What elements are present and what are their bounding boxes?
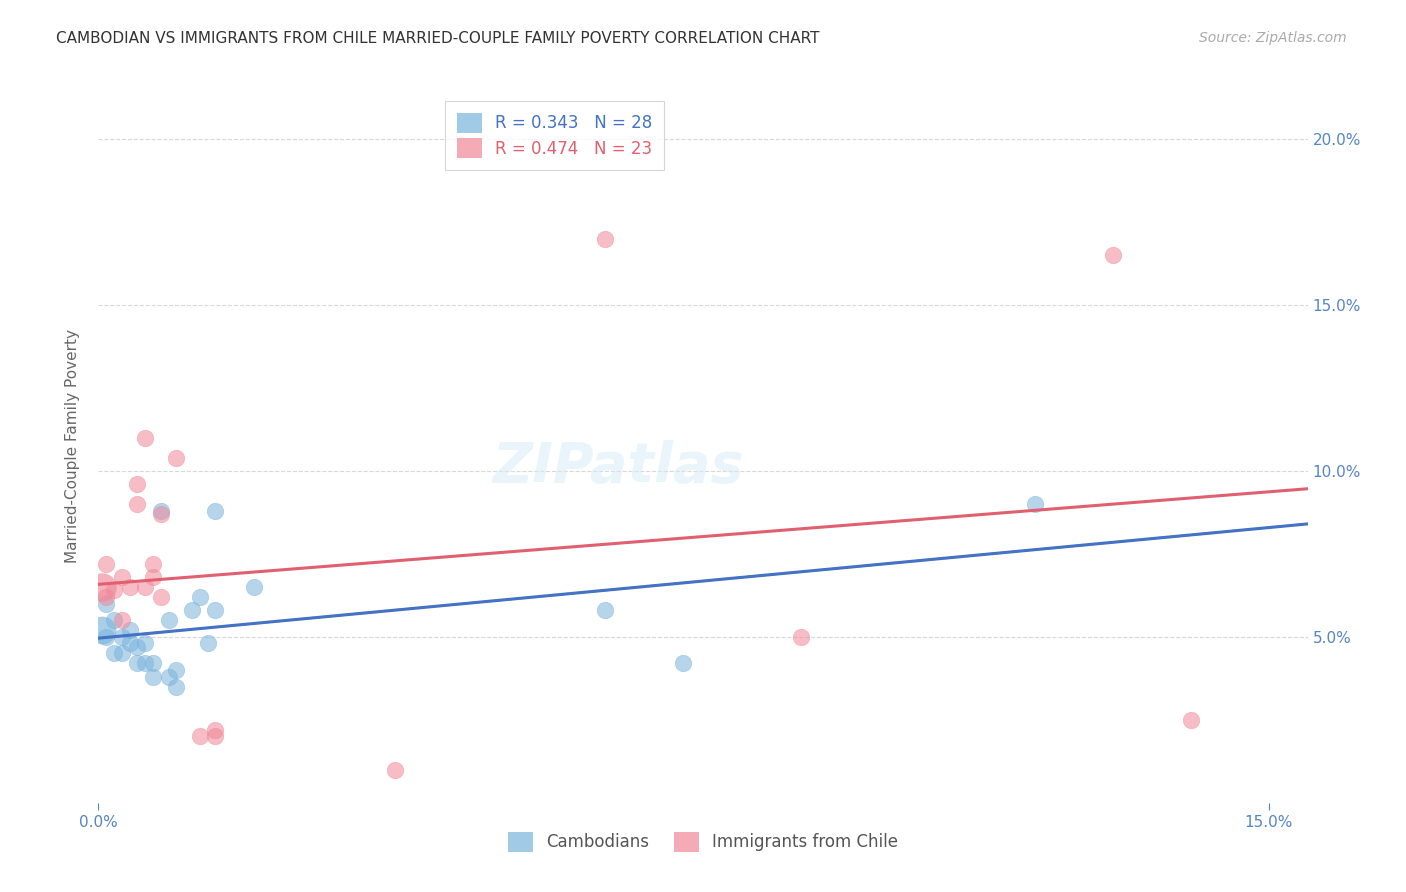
Point: [243, 580, 266, 594]
Text: CAMBODIAN VS IMMIGRANTS FROM CHILE MARRIED-COUPLE FAMILY POVERTY CORRELATION CHA: CAMBODIAN VS IMMIGRANTS FROM CHILE MARRI…: [56, 31, 820, 46]
Point: [197, 636, 219, 650]
Point: [111, 613, 134, 627]
Text: Source: ZipAtlas.com: Source: ZipAtlas.com: [1199, 31, 1347, 45]
Point: [111, 570, 134, 584]
Point: [384, 763, 406, 777]
Point: [103, 583, 125, 598]
Point: [111, 647, 134, 661]
Point: [142, 657, 165, 671]
Point: [127, 497, 149, 511]
Point: [165, 680, 187, 694]
Point: [149, 507, 172, 521]
Point: [103, 647, 125, 661]
Point: [96, 597, 118, 611]
Point: [1024, 497, 1046, 511]
Point: [181, 603, 204, 617]
Point: [134, 657, 156, 671]
Point: [127, 657, 149, 671]
Point: [142, 670, 165, 684]
Point: [204, 504, 226, 518]
Point: [127, 477, 149, 491]
Point: [188, 730, 211, 744]
Point: [149, 504, 172, 518]
Point: [157, 613, 180, 627]
Point: [142, 570, 165, 584]
Point: [204, 723, 226, 737]
Point: [134, 431, 156, 445]
Point: [118, 624, 141, 638]
Legend: Cambodians, Immigrants from Chile: Cambodians, Immigrants from Chile: [501, 825, 905, 859]
Point: [96, 557, 118, 571]
Y-axis label: Married-Couple Family Poverty: Married-Couple Family Poverty: [65, 329, 80, 563]
Point: [157, 670, 180, 684]
Point: [103, 613, 125, 627]
Point: [595, 603, 617, 617]
Point: [127, 640, 149, 654]
Point: [142, 557, 165, 571]
Point: [1101, 248, 1123, 262]
Point: [204, 603, 226, 617]
Point: [111, 630, 134, 644]
Point: [165, 450, 187, 465]
Point: [672, 657, 695, 671]
Point: [1180, 713, 1202, 727]
Point: [96, 630, 118, 644]
Point: [188, 590, 211, 604]
Point: [118, 580, 141, 594]
Point: [134, 580, 156, 594]
Point: [134, 636, 156, 650]
Point: [789, 630, 811, 644]
Point: [118, 636, 141, 650]
Point: [204, 730, 226, 744]
Text: ZIPatlas: ZIPatlas: [492, 441, 744, 494]
Point: [595, 231, 617, 245]
Point: [91, 580, 114, 594]
Point: [165, 663, 187, 677]
Point: [149, 590, 172, 604]
Point: [91, 624, 114, 638]
Point: [96, 590, 118, 604]
